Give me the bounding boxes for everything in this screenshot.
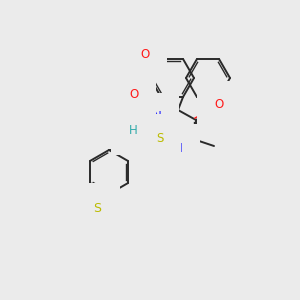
Text: O: O [214,98,224,112]
Text: H: H [129,124,137,137]
Text: N: N [174,142,182,154]
Text: S: S [93,202,101,214]
Text: O: O [140,48,150,62]
Text: N: N [153,110,161,124]
Text: S: S [156,131,164,145]
Text: O: O [129,88,139,100]
